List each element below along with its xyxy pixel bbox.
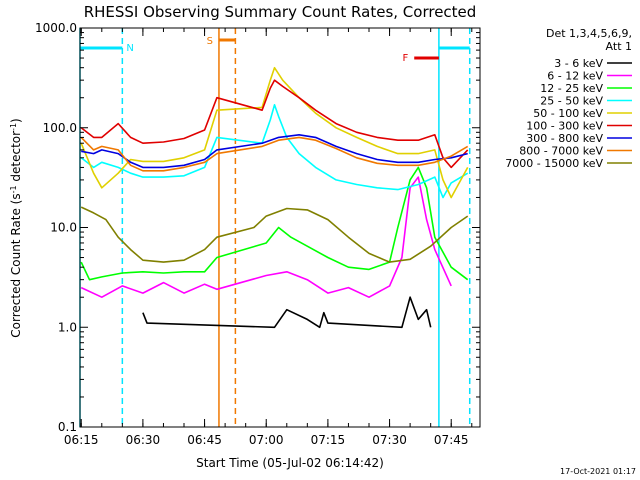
series-line-5 [80,79,469,169]
legend-label-3: 25 - 50 keV [540,95,603,108]
legend-item: 6 - 12 keV [547,70,632,83]
y-axis-label: Corrected Count Rate (s-1 detector-1) [9,118,23,337]
y-tick-label-2: 10.0 [50,221,77,235]
legend-header-line1: Det 1,3,4,5,6,9, [546,27,632,40]
legend-label-5: 100 - 300 keV [526,120,603,133]
timestamp: 17-Oct-2021 01:17 [560,467,636,476]
legend-label-1: 6 - 12 keV [547,70,603,83]
night-interval [438,28,471,427]
legend-label-6: 300 - 800 keV [526,132,603,145]
legend-item: 25 - 50 keV [540,95,632,108]
legend-label-4: 50 - 100 keV [533,107,603,120]
legend-label-0: 3 - 6 keV [554,57,603,70]
legend-item: 100 - 300 keV [526,120,632,133]
series-line-2 [80,166,469,281]
series-layer [80,66,469,329]
y-tick-label-4: 1000.0 [35,21,77,35]
legend-item: 3 - 6 keV [554,57,632,70]
flare-flag-label: F [402,53,408,64]
y-tick-label-3: 100.0 [43,121,77,135]
saa-flag-label: S [207,36,213,47]
x-axis-label: Start Time (05-Jul-02 06:14:42) [196,456,384,470]
night-flag-label: N [126,43,133,54]
legend-item: 7000 - 15000 keV [505,157,632,170]
legend-item: 12 - 25 keV [540,82,632,95]
legend-item: 50 - 100 keV [533,107,632,120]
legend-header-line2: Att 1 [606,40,632,53]
y-axis: 0.1 1.0 10.0 100.0 1000.0 [35,21,480,434]
saa-interval: S [207,28,237,427]
series-line-8 [80,206,469,263]
legend-label-7: 800 - 7000 keV [519,145,603,158]
x-tick-label-3: 07:00 [249,433,284,447]
x-tick-label-5: 07:30 [372,433,407,447]
legend-item: 800 - 7000 keV [519,145,632,158]
x-tick-label-0: 06:15 [64,433,99,447]
x-tick-label-4: 07:15 [311,433,346,447]
legend-label-2: 12 - 25 keV [540,82,603,95]
x-tick-label-2: 06:45 [187,433,222,447]
legend-label-8: 7000 - 15000 keV [505,157,603,170]
chart-title: RHESSI Observing Summary Count Rates, Co… [84,3,477,21]
legend-item: 300 - 800 keV [526,132,632,145]
x-tick-label-6: 07:45 [434,433,469,447]
series-line-3 [80,104,469,199]
y-tick-label-1: 1.0 [58,320,77,334]
series-line-1 [80,176,452,299]
series-line-7 [80,136,469,172]
series-line-0 [142,296,432,329]
x-axis: 06:15 06:30 06:45 07:00 07:15 07:30 07:45 [64,28,473,447]
flare-interval: F [402,53,439,64]
y-tick-label-0: 0.1 [58,420,77,434]
series-line-4 [80,66,469,199]
x-tick-label-1: 06:30 [126,433,161,447]
